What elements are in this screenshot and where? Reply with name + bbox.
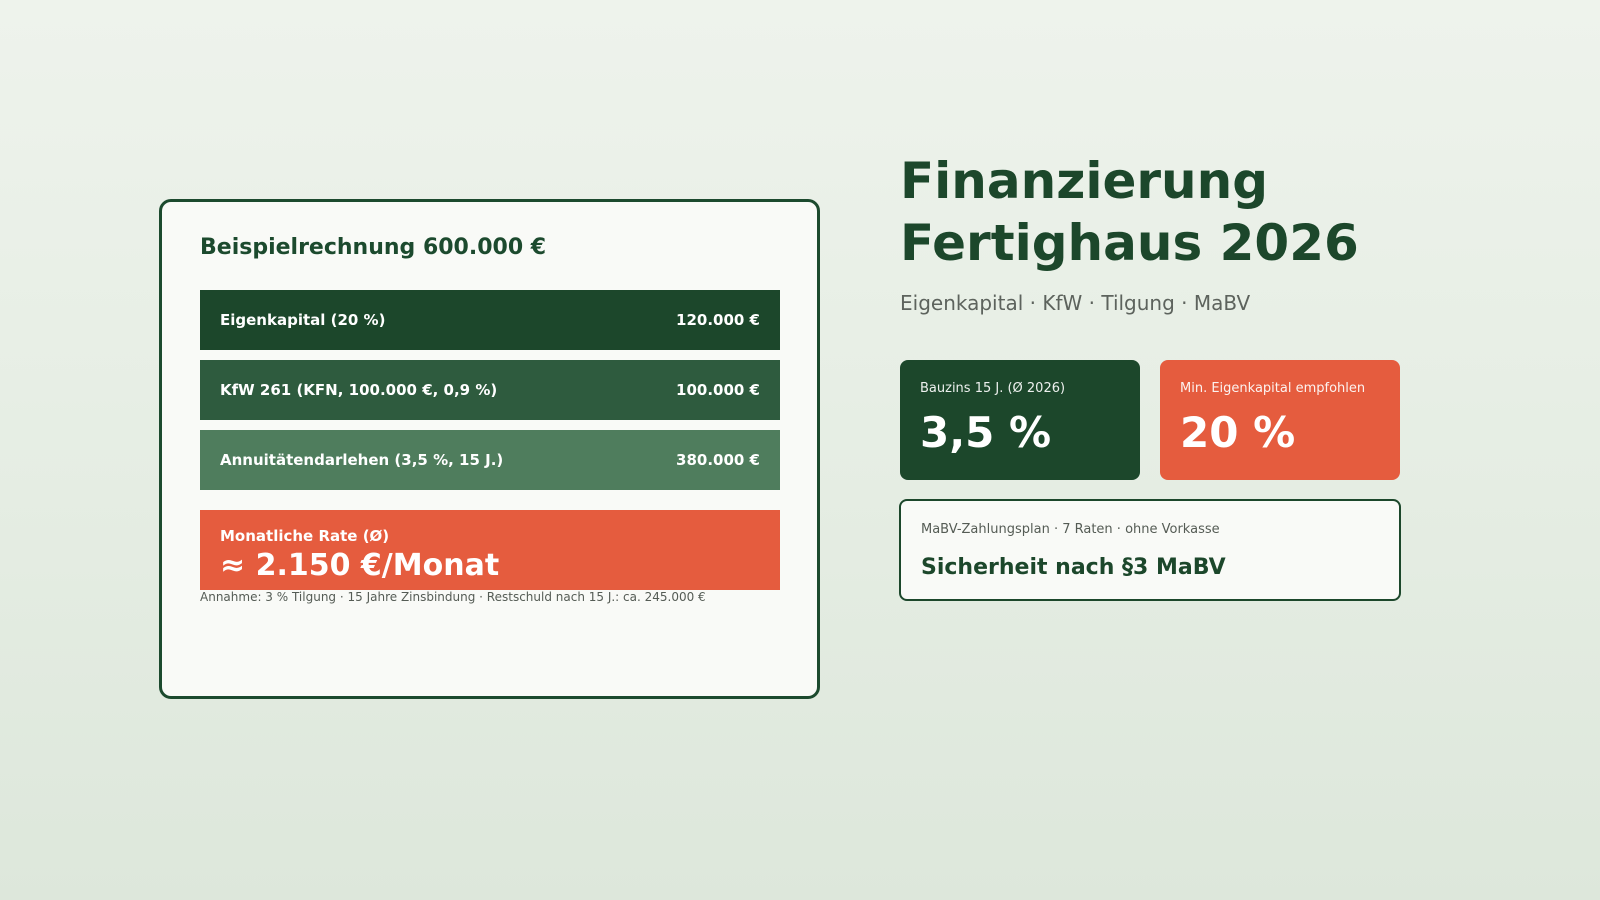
- monthly-rate-label: Monatliche Rate (Ø): [220, 527, 390, 545]
- monthly-rate-box: Monatliche Rate (Ø) ≈ 2.150 €/Monat: [200, 510, 780, 590]
- calculation-card: Beispielrechnung 600.000 € Eigenkapital …: [159, 199, 820, 699]
- kfw-loan-label: KfW 261 (KFN, 100.000 €, 0,9 %): [220, 381, 498, 399]
- page-title: Finanzierung Fertighaus 2026: [900, 150, 1359, 274]
- calculation-title: Beispielrechnung 600.000 €: [200, 235, 547, 260]
- equity-label: Eigenkapital (20 %): [220, 311, 386, 329]
- mabv-label: MaBV-Zahlungsplan · 7 Raten · ohne Vorka…: [921, 522, 1220, 537]
- page-subtitle: Eigenkapital · KfW · Tilgung · MaBV: [900, 291, 1251, 315]
- mabv-value: Sicherheit nach §3 MaBV: [921, 555, 1226, 580]
- annuity-loan-label: Annuitätendarlehen (3,5 %, 15 J.): [220, 451, 504, 469]
- assumption-note: Annahme: 3 % Tilgung · 15 Jahre Zinsbind…: [200, 590, 706, 604]
- monthly-rate-value: ≈ 2.150 €/Monat: [220, 548, 500, 583]
- min-equity-card: Min. Eigenkapital empfohlen 20 %: [1160, 360, 1400, 480]
- kfw-loan-row: KfW 261 (KFN, 100.000 €, 0,9 %) 100.000 …: [200, 360, 780, 420]
- interest-rate-card: Bauzins 15 J. (Ø 2026) 3,5 %: [900, 360, 1140, 480]
- page-title-line-2: Fertighaus 2026: [900, 214, 1359, 272]
- interest-rate-value: 3,5 %: [920, 408, 1052, 457]
- annuity-loan-row: Annuitätendarlehen (3,5 %, 15 J.) 380.00…: [200, 430, 780, 490]
- annuity-loan-amount: 380.000 €: [676, 451, 760, 469]
- equity-row: Eigenkapital (20 %) 120.000 €: [200, 290, 780, 350]
- kfw-loan-amount: 100.000 €: [676, 381, 760, 399]
- interest-rate-label: Bauzins 15 J. (Ø 2026): [920, 381, 1066, 396]
- equity-amount: 120.000 €: [676, 311, 760, 329]
- mabv-card: MaBV-Zahlungsplan · 7 Raten · ohne Vorka…: [899, 499, 1401, 601]
- min-equity-value: 20 %: [1180, 408, 1296, 457]
- page-title-line-1: Finanzierung: [900, 152, 1269, 210]
- min-equity-label: Min. Eigenkapital empfohlen: [1180, 381, 1366, 396]
